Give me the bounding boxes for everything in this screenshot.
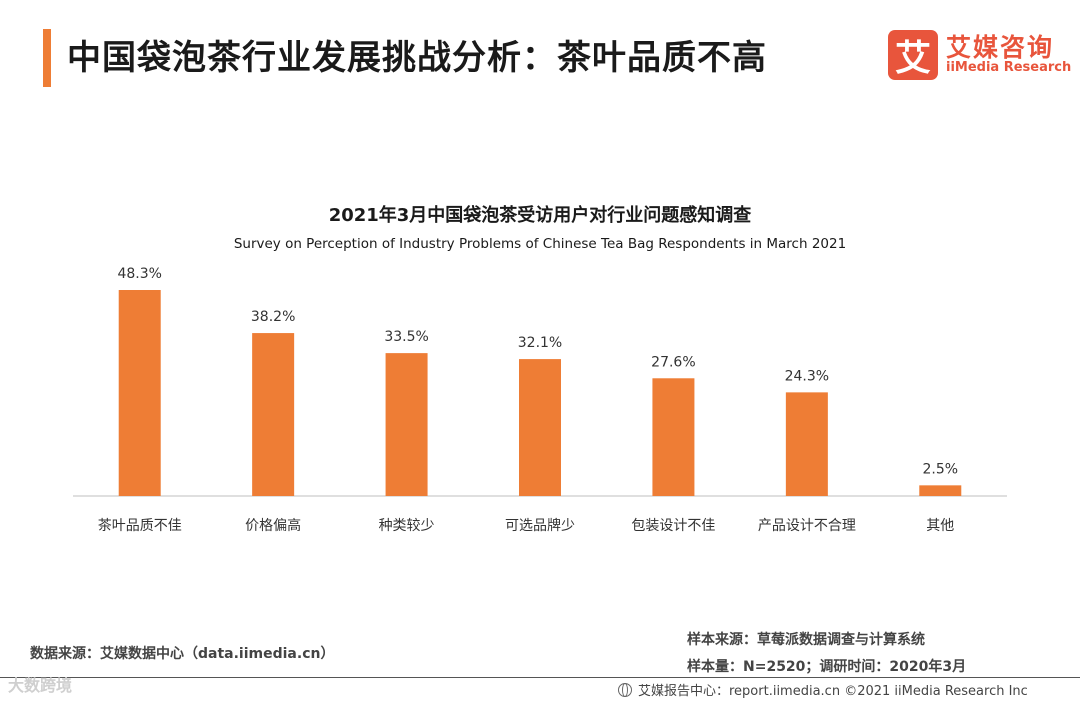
bar-4	[652, 378, 695, 496]
data-label-1: 38.2%	[251, 309, 295, 325]
page-title: 中国袋泡茶行业发展挑战分析：茶叶品质不高	[67, 38, 767, 78]
sample-source: 样本来源：草莓派数据调查与计算系统	[687, 632, 925, 648]
brand-name-cn: 艾媒咨询	[946, 33, 1055, 63]
bar-3	[519, 359, 561, 496]
footer-divider	[0, 677, 1080, 678]
globe-icon	[618, 682, 632, 697]
bar-0	[118, 290, 161, 496]
data-label-4: 27.6%	[651, 354, 695, 370]
data-label-3: 32.1%	[518, 335, 562, 351]
bar-5	[785, 392, 828, 496]
bar-1	[252, 333, 295, 496]
category-label-0: 茶叶品质不佳	[98, 518, 182, 534]
chart-subtitle: Survey on Perception of Industry Problem…	[233, 236, 847, 252]
data-label-2: 33.5%	[384, 329, 428, 345]
category-label-5: 产品设计不合理	[758, 518, 856, 534]
report-center-text: 艾媒报告中心：report.iimedia.cn ©2021 iiMedia R…	[638, 684, 1028, 699]
brand-text: 艾媒咨询 iiMedia Research	[946, 33, 1072, 76]
data-source: 数据来源：艾媒数据中心（data.iimedia.cn）	[30, 646, 335, 662]
brand-name-en: iiMedia Research	[946, 60, 1072, 76]
title-accent-bar	[43, 29, 51, 87]
data-label-5: 24.3%	[785, 368, 829, 384]
report-center: 艾媒报告中心：report.iimedia.cn ©2021 iiMedia R…	[618, 680, 1028, 699]
category-label-2: 种类较少	[379, 518, 435, 534]
brand-logo-group: 艾 艾媒咨询 iiMedia Research	[888, 30, 1071, 80]
data-label-6: 2.5%	[922, 461, 958, 477]
watermark: 大数跨境	[8, 676, 73, 695]
sample-info: 样本量：N=2520；调研时间：2020年3月	[687, 659, 967, 675]
category-label-4: 包装设计不佳	[631, 518, 715, 534]
data-label-0: 48.3%	[117, 266, 161, 282]
bar-2	[385, 353, 428, 496]
chart-title: 2021年3月中国袋泡茶受访用户对行业问题感知调查	[328, 205, 752, 226]
brand-logo-icon: 艾	[888, 30, 938, 80]
category-label-1: 价格偏高	[245, 517, 301, 534]
bar-6	[919, 485, 962, 496]
category-label-3: 可选品牌少	[505, 517, 575, 534]
category-label-6: 其他	[926, 518, 954, 534]
